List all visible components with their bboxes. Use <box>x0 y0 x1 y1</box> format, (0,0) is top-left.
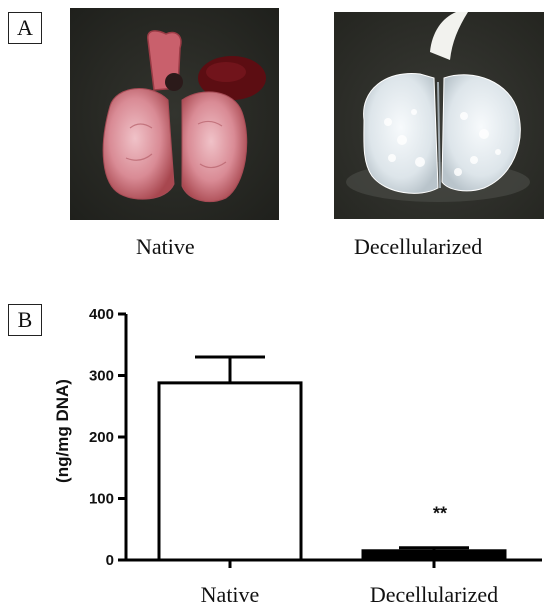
caption-decellularized: Decellularized <box>354 234 483 259</box>
y-tick-label: 0 <box>106 552 114 569</box>
bar-decellularized <box>361 549 507 562</box>
x-tick-label: Native <box>201 582 260 607</box>
x-tick-label: Decellularized <box>370 582 498 607</box>
panel-label-b: B <box>8 304 42 336</box>
bar-native <box>157 381 303 562</box>
y-axis-label: (ng/mg DNA) <box>53 379 72 483</box>
y-tick-label: 400 <box>89 306 114 323</box>
y-tick-label: 300 <box>89 368 114 385</box>
decellularized-lung-photo <box>334 12 544 219</box>
native-lung-photo <box>70 8 279 220</box>
caption-native: Native <box>136 234 195 259</box>
significance-annotation: ** <box>433 504 447 524</box>
dna-content-bar-chart: 0 100 200 300 400 (ng/mg DNA) Native Decellular… <box>53 306 542 607</box>
panel-label-a: A <box>8 12 42 44</box>
y-tick-label: 200 <box>89 429 114 446</box>
y-tick-label: 100 <box>89 491 114 508</box>
